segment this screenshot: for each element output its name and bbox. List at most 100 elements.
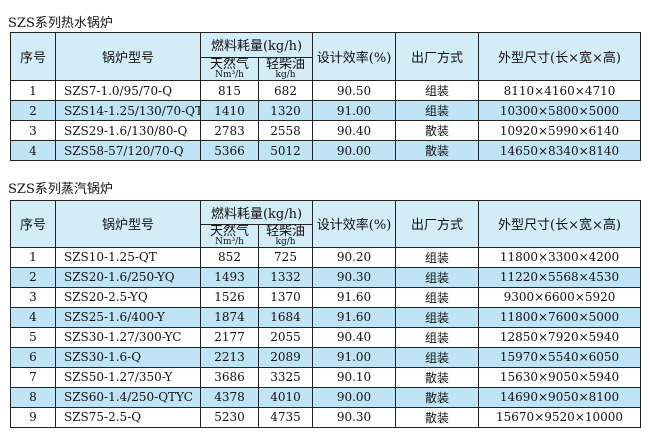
table-title: SZS系列蒸汽锅炉 xyxy=(8,182,113,197)
data-cell: 2213 xyxy=(200,346,259,368)
data-cell: 组装 xyxy=(395,346,480,368)
fuel-type: 轻柴油 xyxy=(266,57,306,72)
header-cell: 锅炉型号 xyxy=(55,200,201,248)
data-cell: 1 xyxy=(10,80,56,101)
data-cell: 1874 xyxy=(200,306,259,328)
data-row: 8 SZS60-1.4/250-QTYC 4378 4010 90.00 散装 14690×… xyxy=(10,386,642,408)
data-cell: 9300×6600×5920 xyxy=(478,286,642,308)
data-cell: 1684 xyxy=(257,306,314,328)
data-row: 1 SZS7-1.0/95/70-Q 815 682 90.50 组装 8110×4160×… xyxy=(10,80,642,101)
data-cell: 1 xyxy=(10,246,56,268)
header-cell: 燃料耗量(kg/h) xyxy=(199,32,314,58)
data-cell: 15970×5540×6050 xyxy=(478,346,642,368)
data-cell: 1493 xyxy=(200,266,259,288)
header-row: 天然气 Nm³/h 轻柴油 kg/h xyxy=(11,223,641,248)
data-cell: 1370 xyxy=(257,286,314,308)
data-cell: SZS29-1.6/130/80-Q xyxy=(55,120,201,141)
data-cell: 90.40 xyxy=(312,120,397,141)
header-cell: 设计效率(%) xyxy=(312,200,397,248)
data-cell: 91.60 xyxy=(312,286,397,308)
data-cell: 2 xyxy=(10,266,56,288)
data-cell: 组装 xyxy=(395,80,480,101)
data-cell: SZS10-1.25-QT xyxy=(55,246,201,268)
data-cell: 1332 xyxy=(257,266,314,288)
data-cell: 9 xyxy=(10,406,56,428)
data-cell: 1526 xyxy=(200,286,259,308)
header-cell: 出厂方式 xyxy=(395,200,480,248)
data-cell: 散装 xyxy=(395,406,480,428)
data-cell: 3686 xyxy=(200,366,259,388)
data-cell: 组装 xyxy=(395,266,480,288)
header-row: 天然气 Nm³/h 轻柴油 kg/h xyxy=(11,56,641,81)
spec-table: 序号 锅炉型号 燃料耗量(kg/h) 设计效率(%) 出厂方式 外型尺寸(长×宽×高) 天然… xyxy=(10,32,642,161)
data-cell: 90.50 xyxy=(312,80,397,101)
header-row: 序号 锅炉型号 燃料耗量(kg/h) 设计效率(%) 出厂方式 外型尺寸(长×宽×高) xyxy=(10,32,642,81)
data-row: 4 SZS58-57/120/70-Q 5366 5012 90.00 散装 14650×8… xyxy=(10,140,642,161)
data-cell: 4735 xyxy=(257,406,314,428)
data-cell: 4378 xyxy=(200,386,259,408)
data-cell: 6 xyxy=(10,346,56,368)
header-cell: 出厂方式 xyxy=(395,32,480,81)
data-cell: 10300×5800×5000 xyxy=(478,100,642,121)
fuel-unit: Nm³/h xyxy=(215,69,244,80)
data-cell: 2783 xyxy=(200,120,259,141)
data-cell: 815 xyxy=(200,80,259,101)
data-row: 7 SZS50-1.27/350-Y 3686 3325 90.10 散装 15630×90… xyxy=(10,366,642,388)
data-row: 3 SZS29-1.6/130/80-Q 2783 2558 90.40 散装 10920×… xyxy=(10,120,642,141)
data-cell: 90.00 xyxy=(312,140,397,161)
data-cell: 1320 xyxy=(257,100,314,121)
data-cell: 5366 xyxy=(200,140,259,161)
data-cell: SZS20-1.6/250-YQ xyxy=(55,266,201,288)
data-cell: SZS25-1.6/400-Y xyxy=(55,306,201,328)
data-cell: 90.30 xyxy=(312,266,397,288)
data-cell: 散装 xyxy=(395,386,480,408)
header-row: 序号 锅炉型号 燃料耗量(kg/h) 设计效率(%) 出厂方式 外型尺寸(长×宽×高) xyxy=(10,200,642,248)
data-cell: 4 xyxy=(10,306,56,328)
data-cell: 组装 xyxy=(395,246,480,268)
data-cell: 3325 xyxy=(257,366,314,388)
data-cell: 组装 xyxy=(395,306,480,328)
header-cell: 锅炉型号 xyxy=(55,32,201,81)
data-cell: 90.20 xyxy=(312,246,397,268)
data-cell: 5230 xyxy=(200,406,259,428)
data-row: 3 SZS20-2.5-YQ 1526 1370 91.60 组装 9300×6600×59… xyxy=(10,286,642,308)
data-cell: SZS20-2.5-YQ xyxy=(55,286,201,308)
data-cell: 散装 xyxy=(395,120,480,141)
data-cell: SZS30-1.27/300-YC xyxy=(55,326,201,348)
data-cell: 11800×7600×5000 xyxy=(478,306,642,328)
data-cell: 14690×9050×8100 xyxy=(478,386,642,408)
header-subcell: 天然气 Nm³/h xyxy=(200,223,259,248)
data-cell: 组装 xyxy=(395,326,480,348)
data-cell: 组装 xyxy=(395,286,480,308)
data-cell: 7 xyxy=(10,366,56,388)
data-cell: 91.60 xyxy=(312,306,397,328)
data-row: 1 SZS10-1.25-QT 852 725 90.20 组装 11800×3300×42… xyxy=(10,246,642,268)
fuel-type: 轻柴油 xyxy=(266,224,306,239)
data-row: 4 SZS25-1.6/400-Y 1874 1684 91.60 组装 11800×760… xyxy=(10,306,642,328)
data-cell: 91.00 xyxy=(312,100,397,121)
header-cell: 设计效率(%) xyxy=(312,32,397,81)
data-cell: 散装 xyxy=(395,366,480,388)
data-cell: 2 xyxy=(10,100,56,121)
data-cell: 5 xyxy=(10,326,56,348)
table-title: SZS系列热水锅炉 xyxy=(8,16,113,31)
header-cell: 序号 xyxy=(10,32,56,81)
fuel-unit: kg/h xyxy=(275,236,296,247)
fuel-unit: Nm³/h xyxy=(215,236,244,247)
data-cell: 682 xyxy=(257,80,314,101)
data-cell: 852 xyxy=(200,246,259,268)
data-cell: 11220×5568×4530 xyxy=(478,266,642,288)
data-cell: 2055 xyxy=(257,326,314,348)
header-cell: 外型尺寸(长×宽×高) xyxy=(478,32,642,81)
data-row: 5 SZS30-1.27/300-YC 2177 2055 90.40 组装 12850×7… xyxy=(10,326,642,348)
fuel-type: 天然气 xyxy=(209,224,249,239)
data-cell: SZS75-2.5-Q xyxy=(55,406,201,428)
fuel-type: 天然气 xyxy=(209,57,249,72)
data-cell: SZS7-1.0/95/70-Q xyxy=(55,80,201,101)
data-cell: 3 xyxy=(10,120,56,141)
data-cell: SZS30-1.6-Q xyxy=(55,346,201,368)
data-cell: 4 xyxy=(10,140,56,161)
header-cell: 序号 xyxy=(10,200,56,248)
header-subcell: 天然气 Nm³/h xyxy=(200,56,259,81)
